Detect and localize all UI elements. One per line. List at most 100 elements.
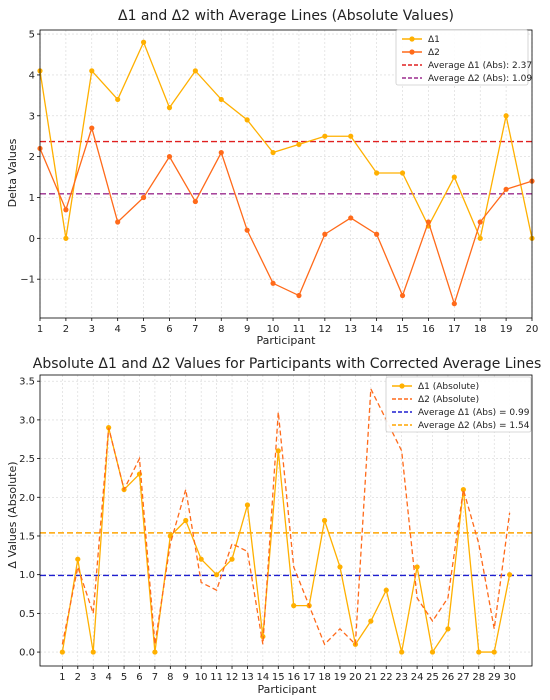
x-tick-label: 6 — [136, 672, 142, 683]
chart-bottom: Absolute Δ1 and Δ2 Values for Participan… — [6, 356, 541, 696]
series-1-point — [451, 174, 457, 180]
chart-bottom-x-axis-label: Participant — [258, 683, 318, 696]
legend-box — [385, 376, 532, 433]
series-1-point — [275, 448, 281, 454]
chart-top-title: Δ1 and Δ2 with Average Lines (Absolute V… — [118, 8, 454, 24]
x-tick-label: 16 — [287, 672, 300, 683]
x-tick-label: 17 — [448, 324, 461, 335]
series-1-point — [348, 133, 354, 139]
y-tick-label: 3.5 — [19, 377, 35, 388]
x-tick-label: 20 — [526, 324, 539, 335]
series-1-point — [414, 564, 420, 570]
series-2-point — [503, 186, 509, 192]
x-tick-label: 3 — [90, 672, 96, 683]
chart-bottom-series — [59, 386, 513, 655]
series-1-point — [115, 96, 121, 103]
series-1-point — [89, 68, 95, 74]
series-2-point — [477, 219, 483, 225]
series-1-point — [198, 556, 204, 562]
series-line-2 — [39, 125, 533, 306]
chart-top-x-axis-label: Participant — [257, 334, 317, 347]
series-1-point — [374, 170, 380, 176]
series-1-point — [476, 649, 482, 655]
x-tick-label: 10 — [267, 324, 280, 335]
x-tick-label: 27 — [457, 672, 470, 683]
legend-label: Average Δ2 (Abs): 1.09 — [428, 74, 532, 84]
series-1-point — [183, 517, 189, 524]
x-tick-label: 28 — [472, 672, 485, 683]
series-1-point — [296, 141, 302, 147]
x-tick-label: 7 — [152, 672, 158, 683]
y-tick-label: 2.5 — [19, 454, 35, 465]
x-tick-label: 6 — [166, 324, 172, 335]
series-1-point — [445, 626, 451, 632]
series-line-1 — [39, 40, 533, 241]
chart-top-legend: Δ1 Δ2 Average Δ1 (Abs): 2.37 Average Δ2 (Ab… — [395, 29, 532, 86]
x-tick-label: 22 — [380, 672, 393, 683]
series-1-point — [218, 96, 224, 103]
x-tick-label: 12 — [318, 324, 331, 335]
chart-top-series — [37, 39, 535, 307]
series-line-1 — [61, 427, 511, 654]
chart-top-average-lines — [40, 140, 532, 195]
legend-marker — [409, 49, 415, 55]
series-2-point — [374, 231, 380, 237]
chart-top-y-ticks: −1 0 1 2 3 4 5 — [20, 30, 40, 286]
y-tick-label: 0.0 — [19, 648, 35, 659]
x-tick-label: 2 — [63, 324, 69, 335]
series-1-point — [229, 556, 235, 562]
series-2-point — [451, 301, 457, 307]
x-tick-label: 24 — [411, 672, 424, 683]
series-1-point — [152, 649, 158, 655]
x-tick-label: 9 — [183, 672, 189, 683]
x-tick-label: 17 — [303, 672, 316, 683]
y-tick-label: 2 — [29, 152, 35, 163]
series-1-point — [90, 649, 96, 655]
series-1-point — [166, 105, 173, 111]
x-tick-label: 26 — [442, 672, 455, 683]
x-tick-label: 15 — [396, 324, 409, 335]
y-tick-label: 5 — [29, 30, 35, 41]
y-tick-label: −1 — [20, 275, 35, 286]
x-tick-label: 1 — [37, 324, 43, 335]
series-1-point — [337, 564, 343, 570]
series-2-point — [140, 194, 147, 201]
series-1-point — [59, 649, 65, 655]
series-1-point — [507, 572, 513, 578]
series-1-point — [429, 649, 436, 655]
series-1-point — [460, 486, 466, 493]
legend-marker — [409, 36, 415, 42]
x-tick-label: 3 — [89, 324, 95, 335]
x-tick-label: 11 — [293, 324, 306, 335]
x-tick-label: 7 — [192, 324, 198, 335]
series-2-point — [399, 292, 406, 299]
x-tick-label: 21 — [364, 672, 377, 683]
legend-label: Δ2 — [428, 48, 440, 58]
y-tick-label: 0 — [29, 234, 35, 245]
legend-marker — [399, 383, 405, 389]
chart-top: Δ1 and Δ2 with Average Lines (Absolute V… — [6, 8, 538, 347]
series-2-point — [270, 280, 276, 286]
series-1-point — [244, 502, 251, 508]
x-tick-label: 8 — [218, 324, 224, 335]
series-1-point — [213, 572, 220, 578]
chart-top-x-ticks: 1 2 3 4 5 6 7 8 9 10 11 12 13 14 15 16 17 18 19 20 — [37, 318, 539, 335]
series-1-point — [368, 618, 374, 624]
y-tick-label: 1 — [29, 193, 35, 204]
chart-bottom-legend: Δ1 (Absolute) Δ2 (Absolute) Average Δ1 (Ab… — [385, 376, 532, 433]
legend-label: Average Δ1 (Abs) = 0.99 — [418, 408, 530, 418]
chart-top-plot-frame — [39, 29, 533, 319]
series-line-2 — [61, 386, 511, 646]
series-1-point — [399, 649, 405, 655]
series-2-point — [166, 154, 173, 160]
x-tick-label: 18 — [318, 672, 331, 683]
x-tick-label: 14 — [256, 672, 269, 683]
series-1-point — [291, 603, 297, 609]
x-tick-label: 5 — [121, 672, 127, 683]
series-2-point — [192, 198, 198, 205]
x-tick-label: 13 — [241, 672, 254, 683]
series-2-point — [348, 215, 354, 221]
x-tick-label: 18 — [474, 324, 487, 335]
x-tick-label: 1 — [59, 672, 65, 683]
